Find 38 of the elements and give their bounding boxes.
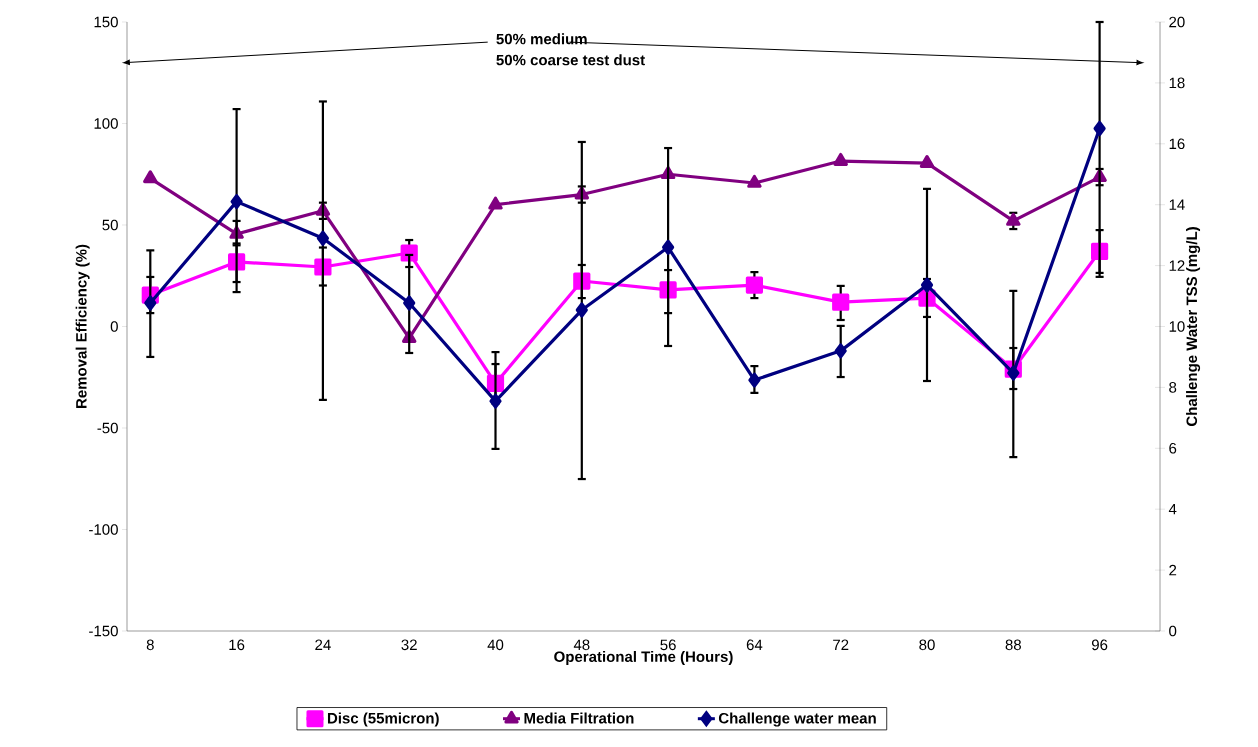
y-tick-label: 150 xyxy=(94,16,118,28)
x-axis-title: Operational Time (Hours) xyxy=(554,650,733,665)
legend-label: Disc (55micron) xyxy=(327,712,439,727)
x-tick-label: 40 xyxy=(487,639,504,651)
y-tick-label: -100 xyxy=(89,524,118,535)
x-tick-label: 88 xyxy=(1005,639,1021,651)
x-tick-label: 16 xyxy=(229,639,245,651)
x-tick-label: 72 xyxy=(833,639,849,650)
x-tick-label: 96 xyxy=(1091,639,1108,651)
y2-tick-label: 2 xyxy=(1169,564,1177,576)
y-tick-label: 50 xyxy=(102,219,118,231)
y2-tick-label: 4 xyxy=(1168,504,1177,515)
annotation: 50% medium xyxy=(496,33,587,45)
x-tick-label: 48 xyxy=(573,639,590,651)
y2-tick-label: 6 xyxy=(1169,442,1177,454)
y2-tick-label: 18 xyxy=(1169,77,1185,89)
y2-tick-label: 12 xyxy=(1169,260,1185,271)
y2-tick-label: 10 xyxy=(1169,321,1185,332)
y-tick-label: 0 xyxy=(110,321,118,332)
x-tick-label: 32 xyxy=(401,639,417,651)
y-tick-label: -50 xyxy=(97,422,118,434)
legend-label: Challenge water mean xyxy=(718,712,876,727)
y2-tick-label: 20 xyxy=(1169,16,1185,28)
annotation: 50% coarse test dust xyxy=(496,54,645,66)
y2-tick-label: 0 xyxy=(1169,625,1177,637)
legend-label: Media Filtration xyxy=(524,712,634,724)
x-tick-label: 80 xyxy=(919,639,935,651)
y-tick-label: -150 xyxy=(89,625,118,637)
y2-tick-label: 14 xyxy=(1169,199,1185,210)
y2-axis-title: Challenge Water TSS (mg/L) xyxy=(1186,227,1201,427)
x-tick-label: 56 xyxy=(660,639,676,651)
y2-tick-label: 16 xyxy=(1169,138,1185,150)
x-tick-label: 24 xyxy=(315,639,331,650)
y-axis-title: Removal Efficiency (%) xyxy=(75,244,90,409)
x-tick-label: 8 xyxy=(146,639,154,651)
y-tick-label: 100 xyxy=(94,118,118,129)
x-tick-label: 64 xyxy=(746,639,763,651)
y2-tick-label: 8 xyxy=(1169,382,1177,393)
